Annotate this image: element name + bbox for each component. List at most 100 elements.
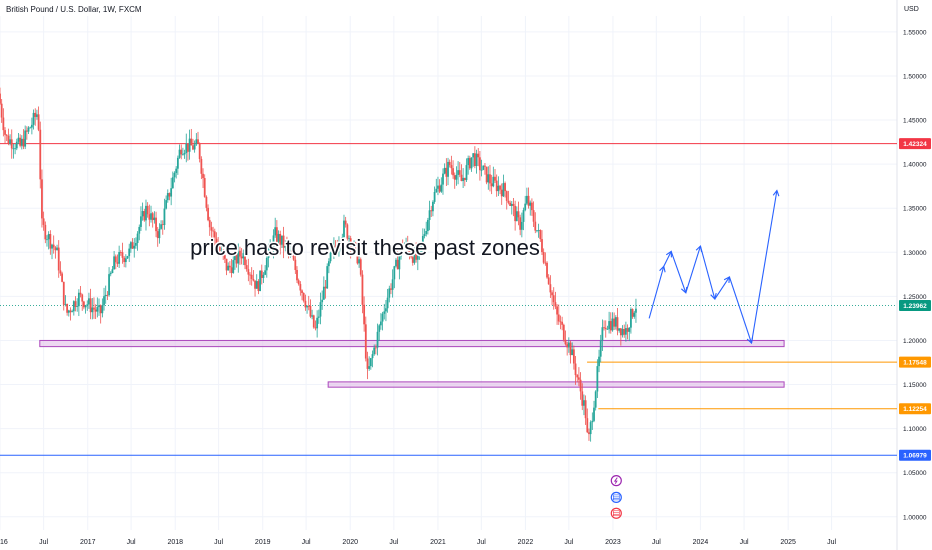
us-flag-icon[interactable]	[610, 491, 622, 503]
candle-body	[250, 274, 253, 279]
candle-body	[477, 153, 480, 158]
candle-body	[10, 139, 13, 149]
candle-body	[82, 301, 85, 308]
candle-body	[505, 191, 508, 201]
time-axis[interactable]: 2016 Jul 2017 Jul 2018 Jul 2019 Jul 2020 Jul 2021 J…	[0, 539, 836, 546]
candle-body	[564, 339, 567, 345]
candle-body	[148, 214, 151, 220]
projection-segment[interactable]	[685, 245, 701, 294]
marker-layer	[610, 475, 622, 519]
candle-body	[633, 312, 636, 317]
price-axis[interactable]: 1.55000 1.50000 1.45000 1.40000 1.35000 1.300…	[899, 29, 931, 521]
candle-body	[514, 205, 517, 222]
candle-body	[383, 311, 386, 314]
candle-body	[609, 321, 612, 331]
candle-body	[532, 210, 535, 222]
candle-body	[499, 185, 501, 190]
time-tick-label: Jul	[564, 539, 573, 546]
time-tick-label: Jul	[652, 539, 661, 546]
projection-segment[interactable]	[714, 276, 730, 300]
candle-body	[316, 317, 319, 329]
time-tick-label: Jul	[127, 539, 136, 546]
candle-body	[455, 174, 458, 180]
candle-body	[331, 250, 334, 253]
candle-body	[284, 242, 287, 248]
candle-body	[443, 167, 446, 174]
candle-body	[536, 230, 538, 232]
projection-segment[interactable]	[663, 251, 672, 267]
candle-body	[143, 211, 146, 221]
us-flag-icon[interactable]	[610, 507, 622, 519]
projection-segment[interactable]	[728, 276, 753, 344]
upper-zone[interactable]	[39, 339, 785, 348]
candle-body	[450, 165, 453, 169]
candle-body	[133, 245, 136, 249]
projection-segment[interactable]	[699, 245, 716, 300]
time-tick-label: Jul	[827, 539, 836, 546]
time-tick-label: Jul	[39, 539, 48, 546]
projection-segment[interactable]	[670, 251, 687, 294]
candle-body	[25, 130, 28, 132]
candle-body	[218, 247, 221, 251]
candle-body	[520, 221, 523, 230]
candle-body	[151, 213, 154, 221]
candle-body	[619, 328, 622, 336]
candle-body	[57, 247, 60, 271]
candle-body	[275, 227, 278, 242]
candle-body	[91, 307, 94, 313]
candle-body	[109, 273, 112, 275]
candle-body	[27, 127, 30, 132]
candle-body	[539, 230, 542, 240]
candle-body	[86, 304, 89, 306]
candle-body	[321, 299, 324, 303]
support-badge-label: 1.06979	[903, 453, 927, 460]
candle-body	[420, 243, 423, 247]
candle-body	[423, 234, 426, 236]
candle-body	[401, 245, 404, 248]
candle-body	[380, 321, 382, 326]
candle-body	[618, 328, 621, 331]
projection-segment[interactable]	[750, 190, 778, 344]
candle-body	[180, 149, 183, 155]
candle-body	[348, 238, 350, 240]
candle-body	[596, 366, 599, 392]
candle-body	[470, 157, 473, 169]
price-tick-label: 1.45000	[903, 118, 927, 125]
candle-body	[131, 242, 134, 249]
candle-body	[497, 185, 500, 192]
candle-body	[34, 112, 37, 117]
candle-body	[301, 290, 303, 293]
candle-body	[69, 310, 72, 313]
candle-body	[292, 256, 295, 260]
candle-body	[358, 259, 360, 264]
candle-body	[432, 201, 434, 212]
candle-body	[435, 188, 438, 193]
candle-body	[635, 308, 637, 313]
candle-body	[351, 246, 354, 249]
candle-body	[269, 246, 272, 248]
candle-body	[94, 309, 97, 312]
projection-layer	[648, 189, 780, 345]
time-tick-label: 2022	[518, 539, 534, 546]
candle-body	[457, 170, 459, 175]
candle-body	[41, 179, 43, 219]
candle-body	[373, 347, 376, 355]
lightning-icon[interactable]	[610, 475, 622, 487]
candle-body	[193, 144, 196, 150]
candle-body	[626, 328, 629, 332]
candle-body	[195, 139, 198, 145]
candle-body	[621, 328, 624, 336]
candle-body	[363, 304, 366, 325]
projection-segment[interactable]	[648, 266, 665, 319]
candle-body	[551, 292, 553, 296]
candle-body	[84, 305, 87, 308]
candle-body	[467, 158, 470, 166]
candle-body	[79, 292, 82, 295]
candle-body	[554, 302, 557, 307]
lower-zone[interactable]	[327, 381, 785, 388]
candle-body	[175, 168, 178, 173]
candle-body	[572, 349, 575, 364]
candle-body	[0, 93, 1, 104]
candle-body	[475, 153, 478, 167]
